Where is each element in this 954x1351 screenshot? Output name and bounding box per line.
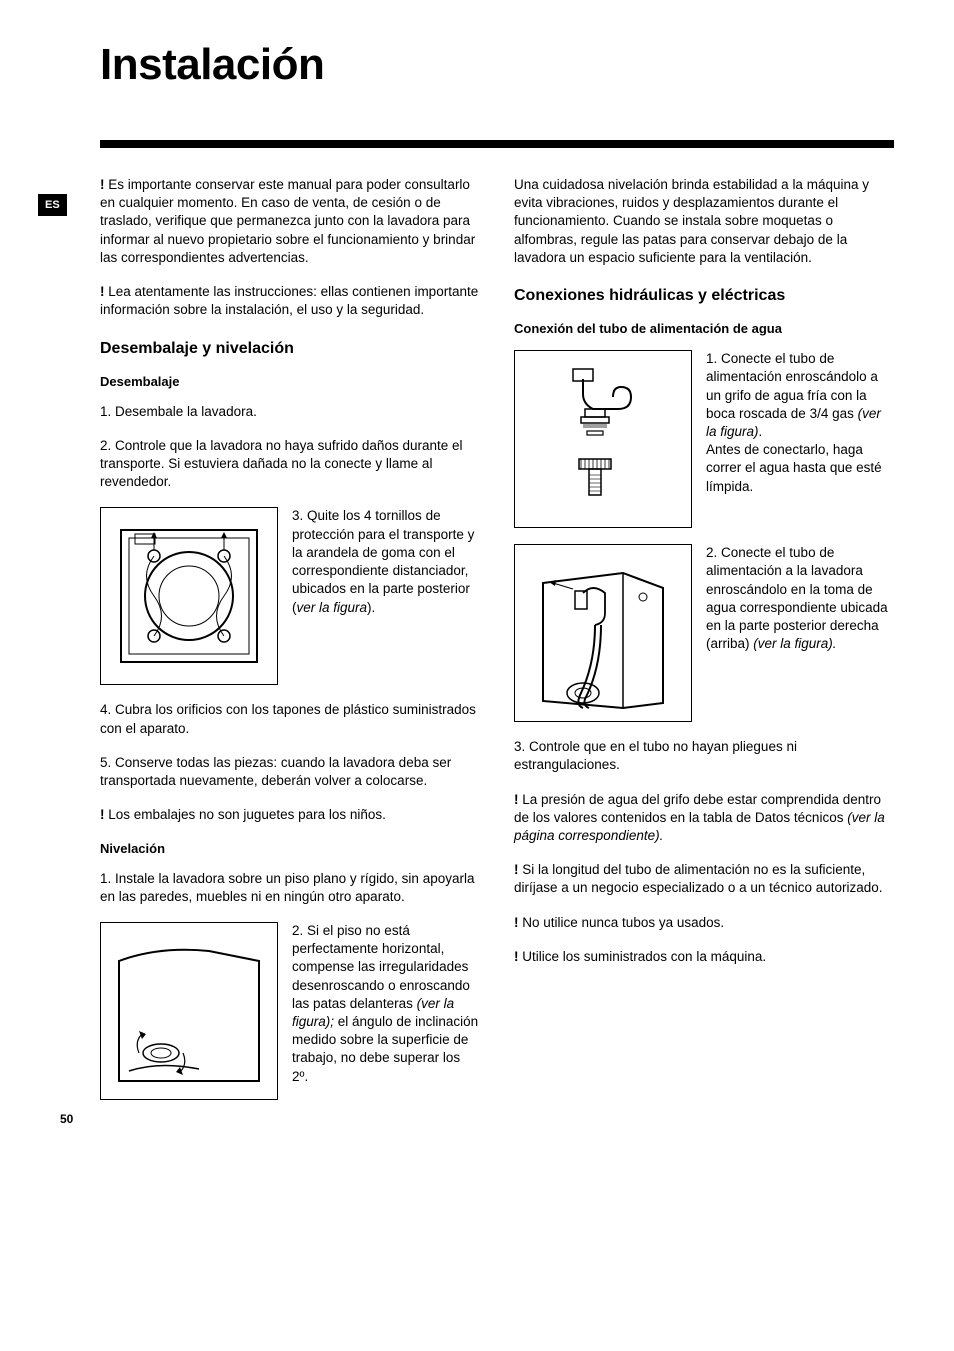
- subhead-water-connection: Conexión del tubo de alimentación de agu…: [514, 321, 894, 336]
- washer-back-svg: [109, 516, 269, 676]
- figure-leveling-foot: [100, 922, 278, 1100]
- step-water-2: 2. Conecte el tubo de alimentación a la …: [706, 544, 894, 653]
- right-column: Una cuidadosa nivelación brinda estabili…: [514, 176, 894, 1116]
- figure-row-inlet: 2. Conecte el tubo de alimentación a la …: [514, 544, 894, 722]
- step-water-3: 3. Controle que en el tubo no hayan plie…: [514, 738, 894, 774]
- leveling-svg: [109, 931, 269, 1091]
- content-columns: ! Es importante conservar este manual pa…: [100, 176, 894, 1116]
- warning-used-tubes: ! No utilice nunca tubos ya usados.: [514, 914, 894, 932]
- step-1-4: 4. Cubra los orificios con los tapones d…: [100, 701, 480, 737]
- warning-packaging: ! Los embalajes no son juguetes para los…: [100, 806, 480, 824]
- step-1-3-italic: ver la figura: [297, 600, 368, 615]
- step-water-1c: Antes de conectarlo, haga correr el agua…: [706, 442, 882, 493]
- page-title: Instalación: [100, 40, 894, 90]
- left-column: ! Es importante conservar este manual pa…: [100, 176, 480, 1116]
- step-water-1a: 1. Conecte el tubo de alimentación enros…: [706, 351, 878, 421]
- figure-row-tap: 1. Conecte el tubo de alimentación enros…: [514, 350, 894, 528]
- subhead-leveling: Nivelación: [100, 841, 480, 856]
- language-tab: ES: [38, 194, 67, 216]
- step-1-1: 1. Desembale la lavadora.: [100, 403, 480, 421]
- figure-washer-back: [100, 507, 278, 685]
- step-1-5: 5. Conserve todas las piezas: cuando la …: [100, 754, 480, 790]
- intro-note-2: ! Lea atentamente las instrucciones: ell…: [100, 283, 480, 319]
- intro-note-1: ! Es importante conservar este manual pa…: [100, 176, 480, 267]
- intro-text-2: Lea atentamente las instrucciones: ellas…: [100, 284, 478, 317]
- warning-supplied-text: Utilice los suministrados con la máquina…: [519, 949, 767, 964]
- step-water-2-italic: (ver la figura).: [753, 636, 836, 651]
- warning-packaging-text: Los embalajes no son juguetes para los n…: [105, 807, 386, 822]
- inlet-svg: [523, 553, 683, 713]
- section-connections: Conexiones hidráulicas y eléctricas: [514, 287, 894, 305]
- step-1-3: 3. Quite los 4 tornillos de protección p…: [292, 507, 480, 616]
- warning-pressure-text: La presión de agua del grifo debe estar …: [514, 792, 881, 825]
- step-2-2: 2. Si el piso no está perfectamente hori…: [292, 922, 480, 1086]
- intro-text-1: Es importante conservar este manual para…: [100, 177, 475, 265]
- step-1-2: 2. Controle que la lavadora no haya sufr…: [100, 437, 480, 492]
- figure-inlet-connection: [514, 544, 692, 722]
- tap-svg: [523, 359, 683, 519]
- warning-length-text: Si la longitud del tubo de alimentación …: [514, 862, 883, 895]
- page-number: 50: [60, 1112, 73, 1126]
- warning-supplied: ! Utilice los suministrados con la máqui…: [514, 948, 894, 966]
- section-divider: [100, 140, 894, 148]
- step-1-3b: ).: [367, 600, 375, 615]
- figure-row-screws: 3. Quite los 4 tornillos de protección p…: [100, 507, 480, 685]
- subhead-unpacking: Desembalaje: [100, 374, 480, 389]
- section-unpacking-leveling: Desembalaje y nivelación: [100, 340, 480, 358]
- figure-tap-connection: [514, 350, 692, 528]
- step-water-1b: .: [759, 424, 763, 439]
- warning-pressure: ! La presión de agua del grifo debe esta…: [514, 791, 894, 846]
- step-2-1: 1. Instale la lavadora sobre un piso pla…: [100, 870, 480, 906]
- warning-used-tubes-text: No utilice nunca tubos ya usados.: [519, 915, 725, 930]
- warning-length: ! Si la longitud del tubo de alimentació…: [514, 861, 894, 897]
- step-water-1: 1. Conecte el tubo de alimentación enros…: [706, 350, 894, 496]
- figure-row-leveling: 2. Si el piso no está perfectamente hori…: [100, 922, 480, 1100]
- leveling-continued: Una cuidadosa nivelación brinda estabili…: [514, 176, 894, 267]
